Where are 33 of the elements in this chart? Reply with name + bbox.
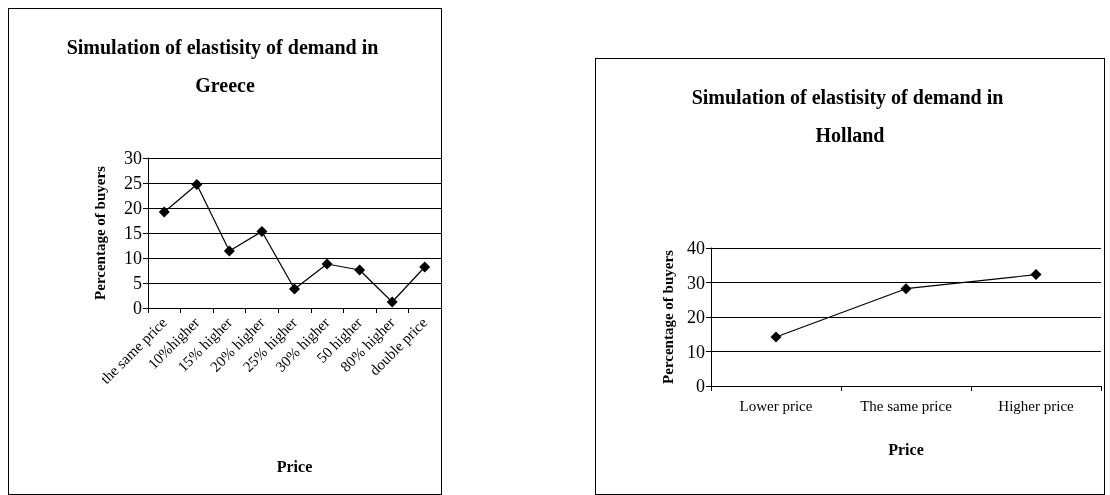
- x-tick-label: Lower price: [739, 397, 813, 414]
- y-tick-label: 40: [687, 238, 705, 258]
- point: [289, 283, 300, 295]
- point: [770, 331, 782, 343]
- point: [354, 264, 366, 276]
- y-tick-label: 30: [124, 148, 142, 168]
- x-axis-title: Price: [276, 457, 313, 475]
- point: [191, 179, 203, 190]
- y-tick-label: 5: [133, 273, 142, 293]
- y-tick-label: 25: [124, 173, 142, 193]
- point: [900, 283, 912, 295]
- chart-title: Simulation of elastisity of demand in Holland: [691, 86, 1009, 146]
- point: [386, 296, 398, 308]
- y-tick-label: 10: [124, 248, 142, 268]
- chart-title: Simulation of elastisity of demand in Greece: [66, 36, 384, 96]
- point: [256, 226, 268, 237]
- point: [419, 261, 431, 273]
- y-axis-title: Percentage of buyers: [91, 165, 108, 300]
- point: [1030, 269, 1042, 281]
- point: [223, 245, 235, 257]
- y-tick-label: 30: [687, 272, 705, 293]
- x-axis-title: Price: [888, 440, 924, 458]
- y-tick-label: 10: [687, 341, 705, 362]
- y-tick-label: 0: [133, 298, 142, 318]
- y-axis-title: Percentage of buyers: [659, 249, 676, 384]
- x-tick-label: Higher price: [998, 397, 1075, 414]
- point: [158, 206, 170, 218]
- point: [321, 258, 333, 270]
- y-tick-label: 0: [696, 376, 705, 396]
- x-tick-label: The same price: [860, 397, 953, 414]
- y-tick-label: 15: [124, 223, 142, 243]
- y-tick-label: 20: [687, 307, 705, 327]
- y-tick-label: 20: [124, 198, 142, 218]
